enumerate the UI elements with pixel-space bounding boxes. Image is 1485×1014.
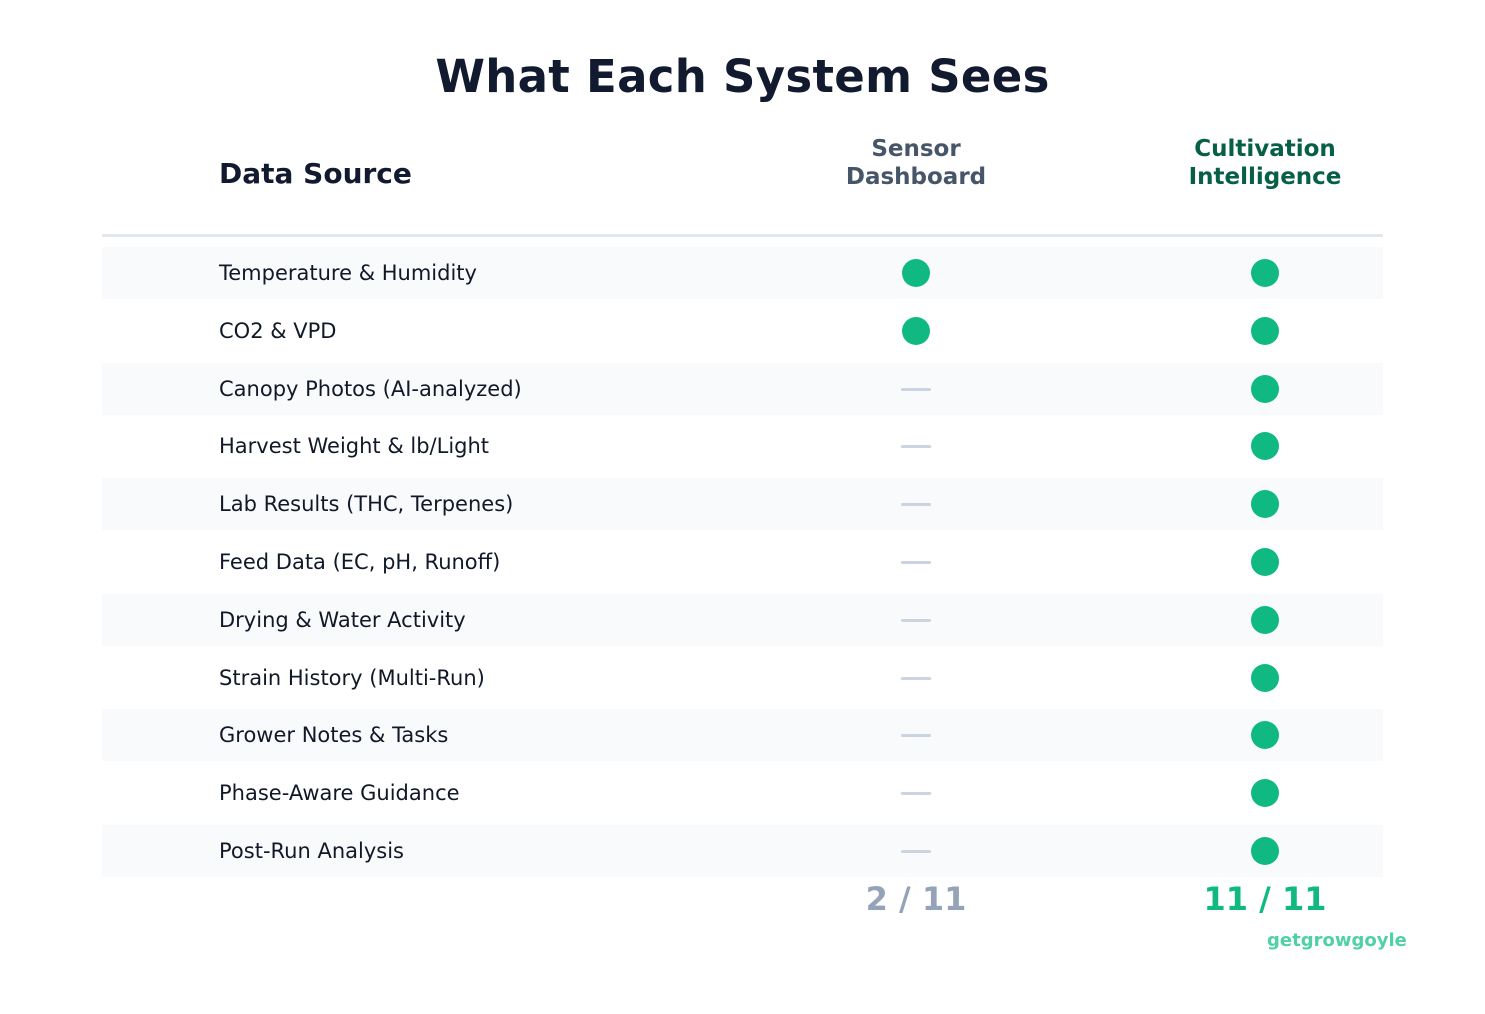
column-header-data-source: Data Source [219, 157, 412, 190]
row-label: Grower Notes & Tasks [219, 723, 449, 748]
row-label: Post-Run Analysis [219, 839, 404, 863]
cultivation-intelligence-check-dot [1251, 259, 1279, 287]
table-row: Temperature & Humidity [102, 247, 1383, 299]
table-row: CO2 & VPD [102, 305, 1383, 357]
table-row: Lab Results (THC, Terpenes) [102, 478, 1383, 531]
column-header-sensor-dashboard: Sensor Dashboard [845, 136, 987, 190]
column-header-cultivation-intelligence: Cultivation Intelligence [1188, 136, 1342, 190]
sensor-dashboard-dash-mark [901, 387, 931, 391]
sensor-dashboard-check-dot [902, 316, 930, 345]
cultivation-intelligence-check-dot [1251, 721, 1279, 750]
row-label: Canopy Photos (AI-analyzed) [219, 376, 522, 401]
cultivation-intelligence-check-dot [1251, 837, 1279, 865]
chart-title: What Each System Sees [435, 50, 1050, 103]
row-label: Phase-Aware Guidance [219, 781, 460, 806]
sensor-dashboard-dash-mark [901, 792, 931, 796]
sensor-dashboard-dash-mark [901, 676, 931, 680]
table-row: Feed Data (EC, pH, Runoff) [102, 536, 1383, 588]
sensor-dashboard-dash-mark [901, 503, 931, 507]
sensor-dashboard-dash-mark [901, 561, 931, 564]
row-label: Harvest Weight & lb/Light [219, 434, 490, 459]
table-row: Harvest Weight & lb/Light [102, 420, 1383, 472]
sensor-dashboard-total: 2 / 11 [865, 880, 967, 918]
sensor-dashboard-dash-mark [901, 618, 931, 622]
cultivation-intelligence-check-dot [1251, 605, 1279, 634]
sensor-dashboard-dash-mark [901, 445, 931, 449]
row-label: Feed Data (EC, pH, Runoff) [219, 550, 501, 574]
cultivation-intelligence-total: 11 / 11 [1203, 880, 1327, 918]
table-row: Phase-Aware Guidance [102, 767, 1383, 819]
row-label: Lab Results (THC, Terpenes) [219, 492, 514, 517]
table-row: Drying & Water Activity [102, 593, 1383, 646]
sensor-dashboard-check-dot [902, 259, 930, 287]
cultivation-intelligence-check-dot [1251, 663, 1279, 692]
cultivation-intelligence-check-dot [1251, 779, 1279, 808]
sensor-dashboard-dash-mark [901, 734, 931, 738]
table-row: Grower Notes & Tasks [102, 709, 1383, 762]
row-label: CO2 & VPD [219, 318, 337, 343]
cultivation-intelligence-check-dot [1251, 432, 1279, 461]
table-row: Strain History (Multi-Run) [102, 652, 1383, 704]
table-row: Canopy Photos (AI-analyzed) [102, 362, 1383, 415]
cultivation-intelligence-check-dot [1251, 316, 1279, 345]
cultivation-intelligence-check-dot [1251, 548, 1279, 576]
cultivation-intelligence-check-dot [1251, 374, 1279, 403]
table-row: Post-Run Analysis [102, 825, 1383, 877]
row-label: Drying & Water Activity [219, 607, 466, 632]
sensor-dashboard-dash-mark [901, 850, 931, 853]
row-label: Temperature & Humidity [219, 261, 477, 285]
brand-watermark: getgrowgoyle [1267, 930, 1407, 951]
header-divider [102, 234, 1383, 237]
row-label: Strain History (Multi-Run) [219, 665, 485, 690]
cultivation-intelligence-check-dot [1251, 490, 1279, 519]
